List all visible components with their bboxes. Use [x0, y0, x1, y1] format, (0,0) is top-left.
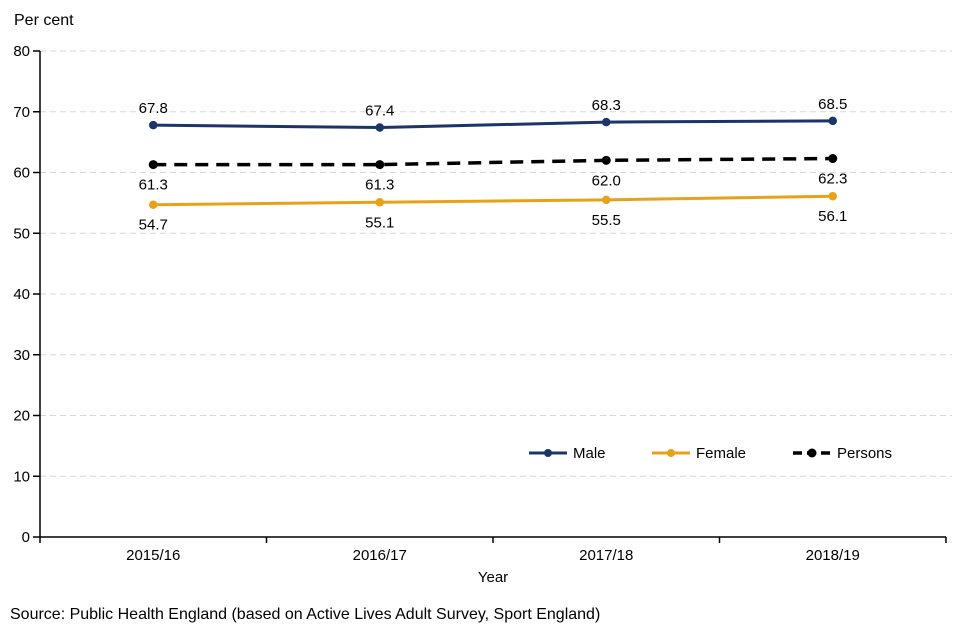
legend-item-male: Male — [528, 444, 606, 462]
female-point — [149, 200, 158, 209]
x-axis-title: Year — [477, 569, 509, 586]
persons-point — [828, 154, 838, 164]
female-line — [153, 194, 833, 207]
y-axis-title: Per cent — [14, 12, 74, 29]
legend-label-female: Female — [696, 444, 747, 462]
legend-marker-persons-dashed-line-icon — [793, 448, 831, 458]
y-tick-label: 30 — [13, 347, 30, 364]
persons-point — [601, 155, 611, 165]
male-value-label: 68.5 — [818, 96, 847, 113]
persons-value-label: 62.3 — [818, 171, 847, 188]
legend-marker-male-line-icon — [529, 449, 567, 457]
female-point — [602, 195, 611, 205]
y-tick-label: 70 — [13, 104, 30, 121]
female-value-label: 55.5 — [592, 212, 621, 229]
persons-value-label: 62.0 — [592, 172, 621, 189]
persons-value-label: 61.3 — [365, 177, 394, 194]
female-point — [828, 191, 837, 201]
male-point — [149, 120, 158, 130]
y-tick-label: 20 — [13, 408, 30, 425]
x-tick-label: 2016/17 — [353, 547, 407, 564]
female-point — [375, 198, 384, 207]
male-line — [153, 119, 833, 130]
persons-point — [375, 160, 385, 170]
legend-item-persons: Persons — [792, 444, 892, 462]
x-tick-label: 2015/16 — [126, 547, 180, 564]
male-point — [828, 116, 837, 126]
male-point — [602, 117, 611, 127]
x-tick-label: 2018/19 — [806, 547, 860, 564]
persons-value-label: 61.3 — [139, 177, 168, 194]
x-tick-label: 2017/18 — [579, 547, 633, 564]
legend-item-female: Female — [651, 444, 746, 462]
y-tick-label: 0 — [22, 529, 30, 546]
y-tick-label: 60 — [13, 165, 30, 182]
source-note: Source: Public Health England (based on … — [10, 606, 601, 623]
legend-marker-female-line-icon — [652, 449, 690, 457]
y-tick-label: 80 — [13, 43, 30, 60]
female-value-label: 55.1 — [365, 214, 394, 231]
legend-label-male: Male — [573, 444, 606, 462]
female-value-label: 56.1 — [818, 208, 847, 225]
male-value-label: 68.3 — [592, 97, 621, 114]
male-point — [375, 123, 384, 132]
persons-line — [153, 156, 833, 167]
y-tick-label: 10 — [13, 468, 30, 485]
y-tick-label: 50 — [13, 225, 30, 242]
legend-label-persons: Persons — [837, 444, 893, 462]
y-tick-label: 40 — [13, 286, 30, 303]
male-value-label: 67.8 — [139, 100, 168, 117]
persons-point — [148, 160, 158, 170]
female-value-label: 54.7 — [139, 217, 168, 234]
male-value-label: 67.4 — [365, 103, 394, 120]
